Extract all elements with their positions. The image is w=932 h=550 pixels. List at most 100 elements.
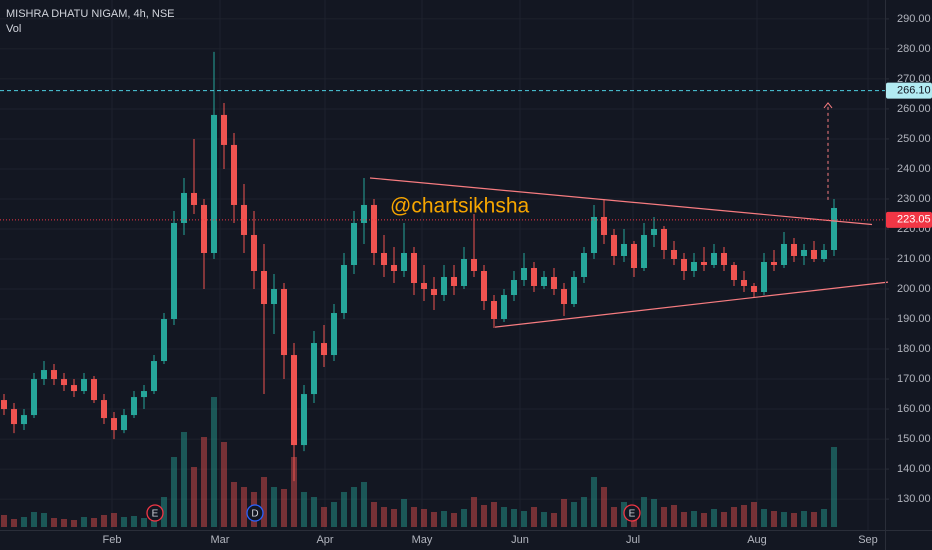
volume-bar [481,505,487,527]
candle-body [1,400,7,410]
watermark: @chartsikhsha [390,195,530,218]
candle-body [71,385,77,392]
candle-body [581,252,587,278]
volume-bar [531,507,537,527]
candle-body [261,271,267,305]
chart-title: MISHRA DHATU NIGAM, 4h, NSE [6,8,175,20]
candle-body [281,289,287,356]
candle-body [381,252,387,265]
candle-body [451,277,457,287]
volume-bar [351,487,357,527]
volume-bar [511,509,517,527]
volume-bar [331,502,337,527]
volume-bar [51,518,57,527]
y-tick-label: 200.00 [897,283,931,295]
candle-body [461,258,467,287]
candle-body [371,204,377,253]
y-tick-label: 270.00 [897,73,931,85]
volume-bar [591,477,597,527]
candle-body [821,249,827,259]
candle-body [571,277,577,305]
y-tick-label: 140.00 [897,463,931,475]
volume-bar [581,497,587,527]
volume-bar [411,507,417,527]
volume-bar [701,513,707,527]
candle-body [11,409,17,425]
candle-body [351,222,357,265]
event-marker [246,504,264,522]
volume-label: Vol [6,23,21,35]
volume-bar [761,509,767,527]
candle-body [591,216,597,253]
volume-bar [21,517,27,527]
candle-body [601,216,607,235]
event-marker [623,504,641,522]
candle-body [551,277,557,290]
volume-bar [241,487,247,527]
candle-body [751,286,757,293]
axis-layer: 130.00 140.00 150.00 160.00 170.00 180.00 190.… [103,13,932,546]
candle-body [511,280,517,296]
candle-body [31,379,37,416]
price-label-box [886,211,932,228]
candle-body [321,343,327,356]
volume-bar [281,489,287,527]
price-label: 266.10 [897,85,931,97]
volume-bar [711,509,717,527]
volume-bar [81,517,87,527]
candle-body [641,234,647,269]
volume-bar [371,502,377,527]
volume-bar [311,497,317,527]
x-tick-label: Apr [316,534,333,546]
y-tick-label: 240.00 [897,163,931,175]
candle-body [251,234,257,272]
volume-bar [661,507,667,527]
candle-body [811,249,817,259]
candle-body [441,277,447,296]
volume-bar [501,507,507,527]
volume-bar [491,502,497,527]
x-tick-label: Aug [747,534,767,546]
volume-bar [171,457,177,527]
y-tick-label: 290.00 [897,13,931,25]
candle-body [741,280,747,287]
candle-body [471,258,477,272]
volume-bar [651,499,657,527]
candle-body [521,268,527,281]
price-label-box [886,82,932,99]
volume-bar [341,492,347,527]
candle-body [101,400,107,419]
volume-bar [751,502,757,527]
candle-body [611,234,617,256]
candle-body [191,192,197,205]
x-tick-label: Sep [858,534,878,546]
candle-body [61,379,67,386]
volume-bar [801,511,807,527]
volume-bar [681,512,687,527]
candle-body [151,361,157,392]
volume-bar [431,512,437,527]
candle-body [781,243,787,265]
candle-body [481,271,487,302]
volume-layer [1,397,837,527]
volume-bar [551,513,557,527]
volume-bar [401,499,407,527]
y-tick-label: 160.00 [897,403,931,415]
volume-bar [771,511,777,527]
trendline [494,281,889,328]
candle-body [161,319,167,362]
volume-bar [11,519,17,527]
volume-bar [181,432,187,527]
volume-bar [421,509,427,527]
volume-bar [41,513,47,527]
candle-body [291,355,297,446]
candle-body [221,114,227,145]
price-label: 223.05 [897,214,931,226]
candle-body [141,391,147,398]
candle-body [731,265,737,281]
candle-body [681,258,687,272]
candle-body [311,343,317,395]
volume-bar [211,397,217,527]
y-tick-label: 260.00 [897,103,931,115]
